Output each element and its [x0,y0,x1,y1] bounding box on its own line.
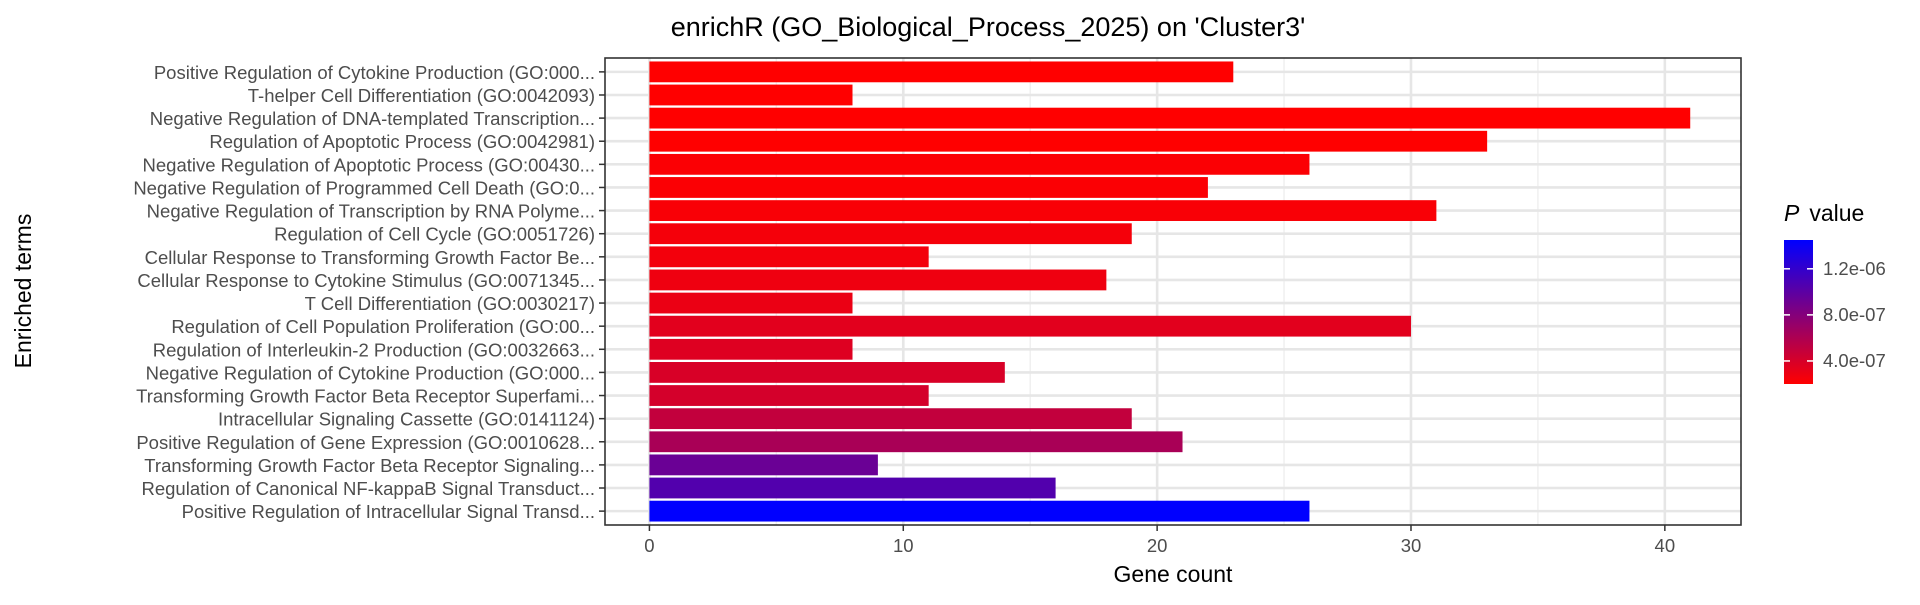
bar [649,177,1208,198]
bar [649,61,1234,83]
legend-tick-label: 1.2e-06 [1823,258,1886,279]
bar [649,223,1132,245]
y-tick-label: Regulation of Interleukin-2 Production (… [153,339,595,360]
y-tick-label: Regulation of Apoptotic Process (GO:0042… [209,131,595,152]
bar [649,408,1132,430]
y-tick-label: T Cell Differentiation (GO:0030217) [305,293,595,314]
bars-layer [649,61,1691,522]
y-tick-label: Negative Regulation of Cytokine Producti… [146,362,595,383]
bar [649,385,929,406]
y-tick-label: Cellular Response to Transforming Growth… [145,247,595,268]
legend-colorbar [1784,240,1813,384]
bar [649,107,1691,129]
y-tick-label: Negative Regulation of Programmed Cell D… [133,177,595,198]
legend-tick-label: 4.0e-07 [1823,350,1886,371]
y-tick-label: Transforming Growth Factor Beta Receptor… [136,386,595,407]
x-tick-labels: 0 10 20 30 40 [644,525,1675,556]
bar [649,338,853,360]
chart-title: enrichR (GO_Biological_Process_2025) on … [671,12,1306,42]
y-tick-label: Negative Regulation of Transcription by … [147,201,595,222]
y-tick-label: Intracellular Signaling Cassette (GO:014… [218,409,595,430]
bar [649,477,1056,499]
bar [649,153,1310,175]
x-tick-label: 0 [644,535,654,556]
y-tick-label: Negative Regulation of DNA-templated Tra… [150,108,595,129]
bar [649,431,1183,453]
bar [649,292,853,314]
y-tick-label: T-helper Cell Differentiation (GO:004209… [248,85,595,106]
y-tick-labels: Positive Regulation of Cytokine Producti… [133,62,605,522]
plot-panel-border [604,57,1742,526]
y-tick-label: Negative Regulation of Apoptotic Process… [143,154,595,175]
x-tick-label: 20 [1147,535,1168,556]
y-tick-label: Transforming Growth Factor Beta Receptor… [144,455,595,476]
y-tick-label: Regulation of Cell Cycle (GO:0051726) [274,224,595,245]
bar [649,362,1005,383]
y-tick-label: Regulation of Canonical NF-kappaB Signal… [141,478,595,499]
legend-ticks: 4.0e-07 8.0e-07 1.2e-06 [1784,258,1886,371]
y-tick-label: Positive Regulation of Gene Expression (… [136,432,595,453]
x-axis-title: Gene count [1114,561,1234,587]
y-tick-label: Cellular Response to Cytokine Stimulus (… [137,270,595,291]
legend-title-p: P [1784,200,1800,226]
x-tick-label: 40 [1655,535,1676,556]
y-tick-label: Positive Regulation of Cytokine Producti… [154,62,595,83]
bar [649,269,1107,291]
y-tick-label: Regulation of Cell Population Proliferat… [171,316,595,337]
x-tick-label: 30 [1401,535,1422,556]
x-tick-label: 10 [893,535,914,556]
bar [649,454,878,476]
y-tick-label: Positive Regulation of Intracellular Sig… [182,501,595,522]
bar [649,315,1411,337]
bar [649,130,1488,152]
bar [649,200,1437,221]
bar [649,500,1310,522]
bar [649,84,853,106]
bar [649,246,929,268]
y-axis-title: Enriched terms [10,214,36,369]
legend-title-rest: value [1809,200,1864,226]
legend-tick-label: 8.0e-07 [1823,304,1886,325]
